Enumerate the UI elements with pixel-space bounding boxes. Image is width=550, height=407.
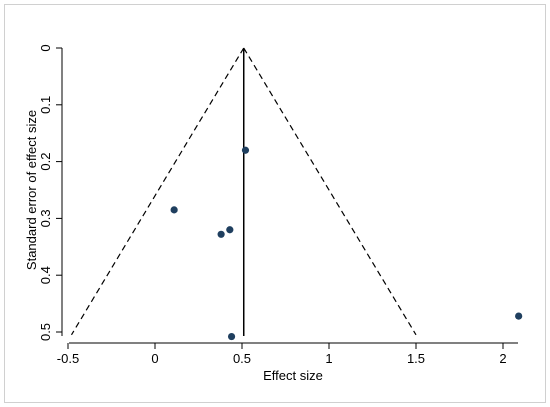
- y-axis-title: Standard error of effect size: [24, 110, 39, 270]
- funnel-left-line: [70, 47, 245, 336]
- study-point: [217, 230, 225, 238]
- x-axis-title: Effect size: [263, 368, 323, 383]
- y-tick-label: 0: [38, 44, 53, 51]
- x-axis-ticks: -0.5 0 0.5 1 1.5 2: [57, 343, 507, 366]
- y-tick-label: 0.4: [38, 266, 53, 284]
- study-point: [226, 226, 234, 234]
- study-point: [170, 206, 178, 214]
- x-tick-label: 0.5: [233, 351, 251, 366]
- y-tick-label: 0.1: [38, 96, 53, 114]
- x-tick-label: -0.5: [57, 351, 79, 366]
- study-point: [515, 312, 523, 320]
- y-tick-label: 0.5: [38, 323, 53, 341]
- y-tick-label: 0.3: [38, 209, 53, 227]
- y-tick-label: 0.2: [38, 153, 53, 171]
- study-point: [241, 146, 250, 154]
- x-tick-label: 1.5: [407, 351, 425, 366]
- x-tick-label: 2: [499, 351, 506, 366]
- y-axis-ticks: 0 0.1 0.2 0.3 0.4 0.5: [38, 44, 62, 341]
- x-tick-label: 1: [325, 351, 332, 366]
- funnel-right-line: [243, 47, 417, 336]
- pseudo-confidence-funnel: [70, 47, 417, 336]
- plot-region: [62, 22, 534, 340]
- study-point: [227, 332, 236, 341]
- x-tick-label: 0: [151, 351, 158, 366]
- study-points: [170, 146, 523, 341]
